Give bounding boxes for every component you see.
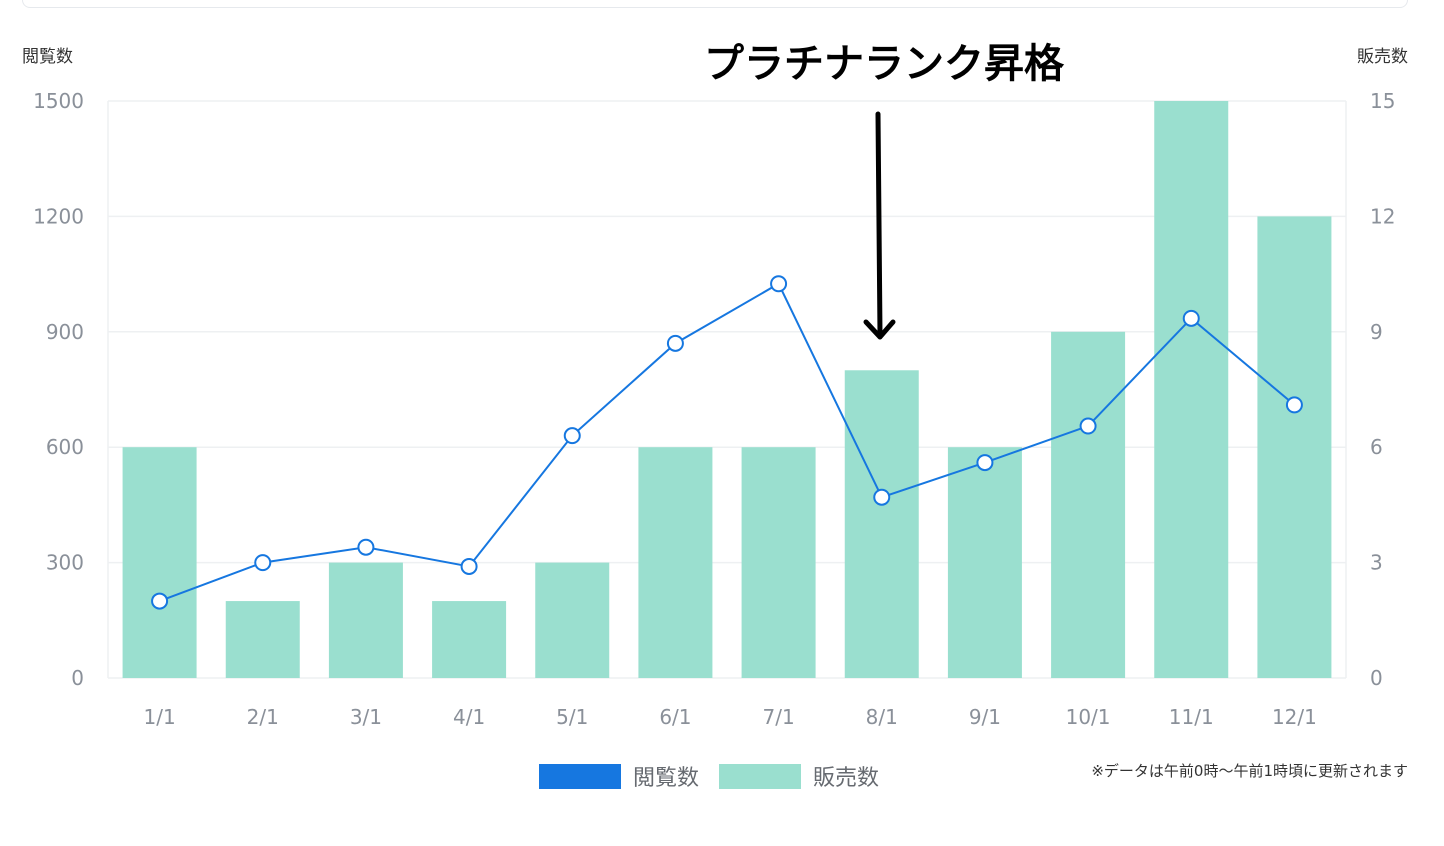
- legend-item-views[interactable]: 閲覧数: [539, 760, 699, 792]
- bar-sales-6-1[interactable]: [638, 447, 713, 678]
- point-views-8-1[interactable]: [873, 488, 891, 506]
- annotation-text: プラチナランク昇格: [704, 41, 1065, 87]
- right-tick-label: 15: [1370, 89, 1395, 113]
- legend-swatch-views: [539, 763, 621, 789]
- point-views-7-1[interactable]: [770, 275, 788, 293]
- annotation-arrow-icon: [863, 319, 896, 340]
- point-views-4-1[interactable]: [460, 557, 478, 575]
- x-tick-label: 5/1: [556, 705, 588, 729]
- right-axis-label: 販売数: [1357, 47, 1408, 67]
- point-views-5-1[interactable]: [563, 427, 581, 445]
- legend-label-views: 閲覧数: [633, 766, 700, 791]
- bar-sales-3-1[interactable]: [328, 562, 403, 678]
- left-tick-label: 900: [46, 320, 84, 344]
- x-tick-label: 9/1: [969, 705, 1001, 729]
- bar-sales-10-1[interactable]: [1051, 331, 1126, 678]
- point-views-10-1[interactable]: [1079, 417, 1097, 435]
- legend-item-sales[interactable]: 販売数: [719, 760, 879, 792]
- update-footnote: ※データは午前0時〜午前1時頃に更新されます: [1091, 762, 1408, 780]
- bar-sales-12-1[interactable]: [1257, 216, 1332, 678]
- x-tick-label: 3/1: [350, 705, 382, 729]
- point-views-6-1[interactable]: [666, 334, 684, 352]
- bar-sales-2-1[interactable]: [225, 601, 300, 678]
- legend: 閲覧数 販売数: [539, 760, 899, 792]
- point-views-1-1[interactable]: [151, 592, 169, 610]
- left-axis-label: 閲覧数: [22, 47, 73, 67]
- left-tick-label: 0: [71, 666, 84, 690]
- legend-label-sales: 販売数: [813, 766, 880, 791]
- point-views-12-1[interactable]: [1285, 396, 1303, 414]
- annotation: プラチナランク昇格: [704, 41, 1065, 340]
- line-views: [159, 282, 1296, 603]
- bar-sales-9-1[interactable]: [947, 447, 1022, 678]
- left-tick-label: 1200: [33, 204, 84, 228]
- point-views-11-1[interactable]: [1182, 309, 1200, 327]
- x-tick-label: 6/1: [659, 705, 691, 729]
- bar-sales-7-1[interactable]: [741, 447, 816, 678]
- point-views-9-1[interactable]: [976, 454, 994, 472]
- right-tick-label: 0: [1370, 666, 1383, 690]
- bar-sales-4-1[interactable]: [432, 601, 507, 678]
- x-tick-label: 4/1: [453, 705, 485, 729]
- x-tick-label: 1/1: [143, 705, 175, 729]
- bar-sales-8-1[interactable]: [844, 370, 919, 678]
- x-tick-label: 11/1: [1169, 705, 1214, 729]
- left-tick-label: 1500: [33, 89, 84, 113]
- x-tick-label: 7/1: [762, 705, 794, 729]
- bar-sales-5-1[interactable]: [535, 562, 610, 678]
- right-tick-label: 6: [1370, 435, 1383, 459]
- right-tick-label: 12: [1370, 204, 1395, 228]
- bar-sales-1-1[interactable]: [122, 447, 197, 678]
- x-tick-label: 8/1: [866, 705, 898, 729]
- grid-lines: [107, 100, 1347, 679]
- x-axis-ticks: 1/1 2/1 3/1 4/1 5/1 6/1 7/1 8/1 9/1 10/1 11/1 12/1: [143, 705, 1316, 729]
- left-tick-label: 600: [46, 435, 84, 459]
- right-axis-ticks: 0 3 6 9 12 15: [1370, 89, 1395, 690]
- bar-series-sales: [122, 101, 1332, 678]
- left-tick-label: 300: [46, 551, 84, 575]
- legend-swatch-sales: [719, 763, 802, 789]
- x-tick-label: 2/1: [247, 705, 279, 729]
- x-tick-label: 10/1: [1066, 705, 1111, 729]
- x-tick-label: 12/1: [1272, 705, 1317, 729]
- point-views-2-1[interactable]: [254, 554, 272, 572]
- point-views-3-1[interactable]: [357, 538, 375, 556]
- annotation-arrow-shaft: [875, 111, 883, 337]
- bar-sales-11-1[interactable]: [1154, 101, 1229, 678]
- right-tick-label: 9: [1370, 320, 1383, 344]
- right-tick-label: 3: [1370, 551, 1383, 575]
- left-axis-ticks: 0 300 600 900 1200 1500: [33, 89, 84, 690]
- line-series-views: [151, 275, 1303, 610]
